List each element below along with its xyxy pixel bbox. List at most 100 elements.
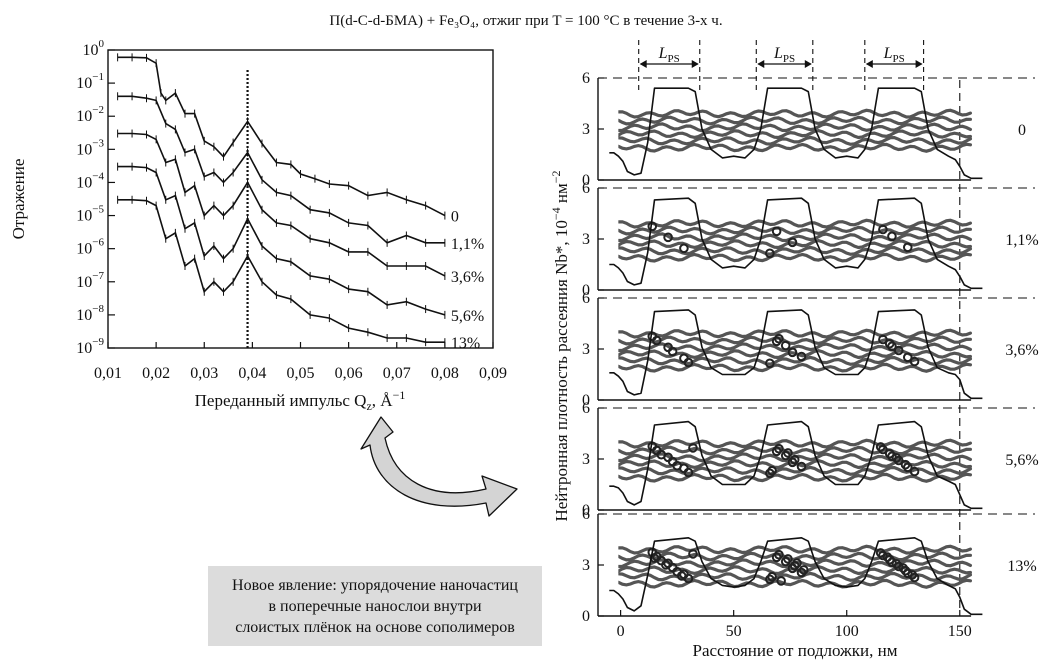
lamella-wave <box>618 115 972 126</box>
lps-arrowhead <box>865 60 873 68</box>
y-tick-label: 10−4 <box>76 170 104 191</box>
x-tick-label: 0,06 <box>335 365 363 382</box>
lps-arrowhead <box>757 60 765 68</box>
nanoparticle-marker <box>893 345 904 356</box>
nanoparticle-marker <box>672 460 682 471</box>
y-tick-label: 3 <box>582 451 590 468</box>
lamellae-band <box>618 108 972 153</box>
y-tick-label: 0 <box>582 172 590 189</box>
nanoparticle-marker <box>783 448 793 458</box>
lamella-wave <box>618 452 972 463</box>
lps-label: LPS <box>658 45 680 65</box>
nanoparticle-marker <box>780 340 791 351</box>
lps-label: LPS <box>883 45 905 65</box>
series-label: 3,6% <box>451 269 484 286</box>
y-tick-label: 6 <box>582 180 590 197</box>
nanoparticle-marker <box>902 352 913 363</box>
lps-annotations: LPS LPS LPS <box>638 40 925 92</box>
nanoparticle-marker <box>887 231 897 242</box>
lamella-wave <box>618 558 972 569</box>
sld-xlabel: Расстояние от подложки, нм <box>692 641 897 660</box>
lamella-wave <box>618 218 972 229</box>
note-box: Новое явление: упорядочение наночастиц в… <box>208 566 542 646</box>
nanoparticle-marker <box>771 226 782 237</box>
sld-panel: 0 3 6 5,6% <box>582 400 1039 519</box>
x-tick-label: 100 <box>835 623 859 640</box>
nanoparticle-marker <box>891 559 902 569</box>
nanoparticle-marker <box>796 351 807 362</box>
y-tick-label: 100 <box>83 38 105 59</box>
lamella-wave <box>618 472 972 483</box>
y-tick-label: 6 <box>582 400 590 417</box>
panel-concentration-label: 1,1% <box>1005 232 1038 249</box>
nanoparticle-marker <box>789 454 800 465</box>
sld-panel: 0 3 6 0 <box>582 70 1035 189</box>
x-tick-label: 150 <box>948 623 972 640</box>
lps-arrowhead <box>804 60 812 68</box>
figure-title: П(d-С-d-БМА) + Fe₃O₄, отжиг при T = 100 … <box>329 13 722 29</box>
lamella-wave <box>618 225 972 236</box>
nanoparticle-marker <box>765 358 775 369</box>
note-line: Новое явление: упорядочение наночастиц <box>232 576 518 594</box>
nanoparticle-marker <box>676 571 687 581</box>
sld-profile-line <box>609 309 983 400</box>
lamellae-band <box>618 218 972 263</box>
series-label: 13% <box>451 335 480 352</box>
lps-arrowhead <box>639 60 647 68</box>
nanoparticle-marker <box>900 459 911 470</box>
nanoparticle-marker <box>891 453 902 463</box>
y-tick-label: 0 <box>582 392 590 409</box>
reflectivity-chart: 01,1%3,6%5,6%13% 0,01 0,02 0,03 0,04 0,05 0,0… <box>9 38 507 413</box>
nanoparticle-marker <box>907 570 918 580</box>
nanoparticle-marker <box>884 338 895 349</box>
lps-arrowhead <box>915 60 923 68</box>
x-tick-label: 0,04 <box>238 365 266 382</box>
x-tick-label: 0,08 <box>431 365 459 382</box>
nanoparticle-marker <box>656 449 667 460</box>
y-tick-label: 10−9 <box>76 336 104 357</box>
lamella-wave <box>618 135 972 146</box>
sld-profile-line <box>609 87 983 180</box>
nanoparticle-marker <box>661 560 671 570</box>
reflectivity-plot-area: 0 1,1% 3,6% 5,6% 13% <box>117 53 484 352</box>
x-tick-label: 0,09 <box>479 365 507 382</box>
panel-concentration-label: 5,6% <box>1005 452 1038 469</box>
x-tick-label: 0,07 <box>383 365 411 382</box>
y-tick-label: 10−1 <box>76 71 104 92</box>
lamella-wave <box>618 252 972 263</box>
nanoparticle-marker <box>767 465 777 476</box>
reflectivity-axes: 0,01 0,02 0,03 0,04 0,05 0,06 0,07 0,08 0,09 100 1… <box>76 38 507 382</box>
nanoparticle-marker <box>787 347 798 358</box>
nanoparticle-marker <box>909 466 920 477</box>
y-tick-label: 3 <box>582 231 590 248</box>
nanoparticle-marker <box>898 563 909 573</box>
lamella-wave <box>618 551 972 562</box>
y-tick-label: 6 <box>582 506 590 523</box>
y-tick-label: 6 <box>582 290 590 307</box>
panel-concentration-label: 0 <box>1018 122 1026 139</box>
sld-panel: 0 3 6 13% <box>582 506 1037 625</box>
nanoparticle-marker <box>683 467 694 478</box>
lps-arrowhead <box>691 60 699 68</box>
reflectivity-series-line <box>117 165 446 316</box>
nanoparticle-marker <box>688 549 698 559</box>
y-tick-label: 0 <box>582 608 590 625</box>
lamella-wave <box>618 328 972 339</box>
nanoparticle-marker <box>875 442 886 452</box>
sld-ylabel: Нейтронная плотность рассеяния Nb*, 10−4… <box>549 170 571 521</box>
panel-concentration-label: 13% <box>1007 558 1036 575</box>
nanoparticle-marker <box>902 242 913 253</box>
y-tick-label: 10−5 <box>76 204 104 225</box>
x-tick-label: 0,02 <box>142 365 170 382</box>
reflectivity-series-line <box>117 95 445 244</box>
nanoparticle-marker <box>875 548 886 558</box>
series-label: 0 <box>451 209 459 226</box>
y-tick-label: 10−8 <box>76 303 104 324</box>
nanoparticle-marker <box>774 549 784 560</box>
reflectivity-series-line <box>117 199 445 343</box>
lamella-wave <box>618 445 972 456</box>
nanoparticle-marker <box>776 576 786 586</box>
nanoparticle-marker <box>767 571 777 582</box>
sld-profile-chart: LPS LPS LPS03600361,1%0363,6%0365,6%03613%… <box>549 40 1039 660</box>
